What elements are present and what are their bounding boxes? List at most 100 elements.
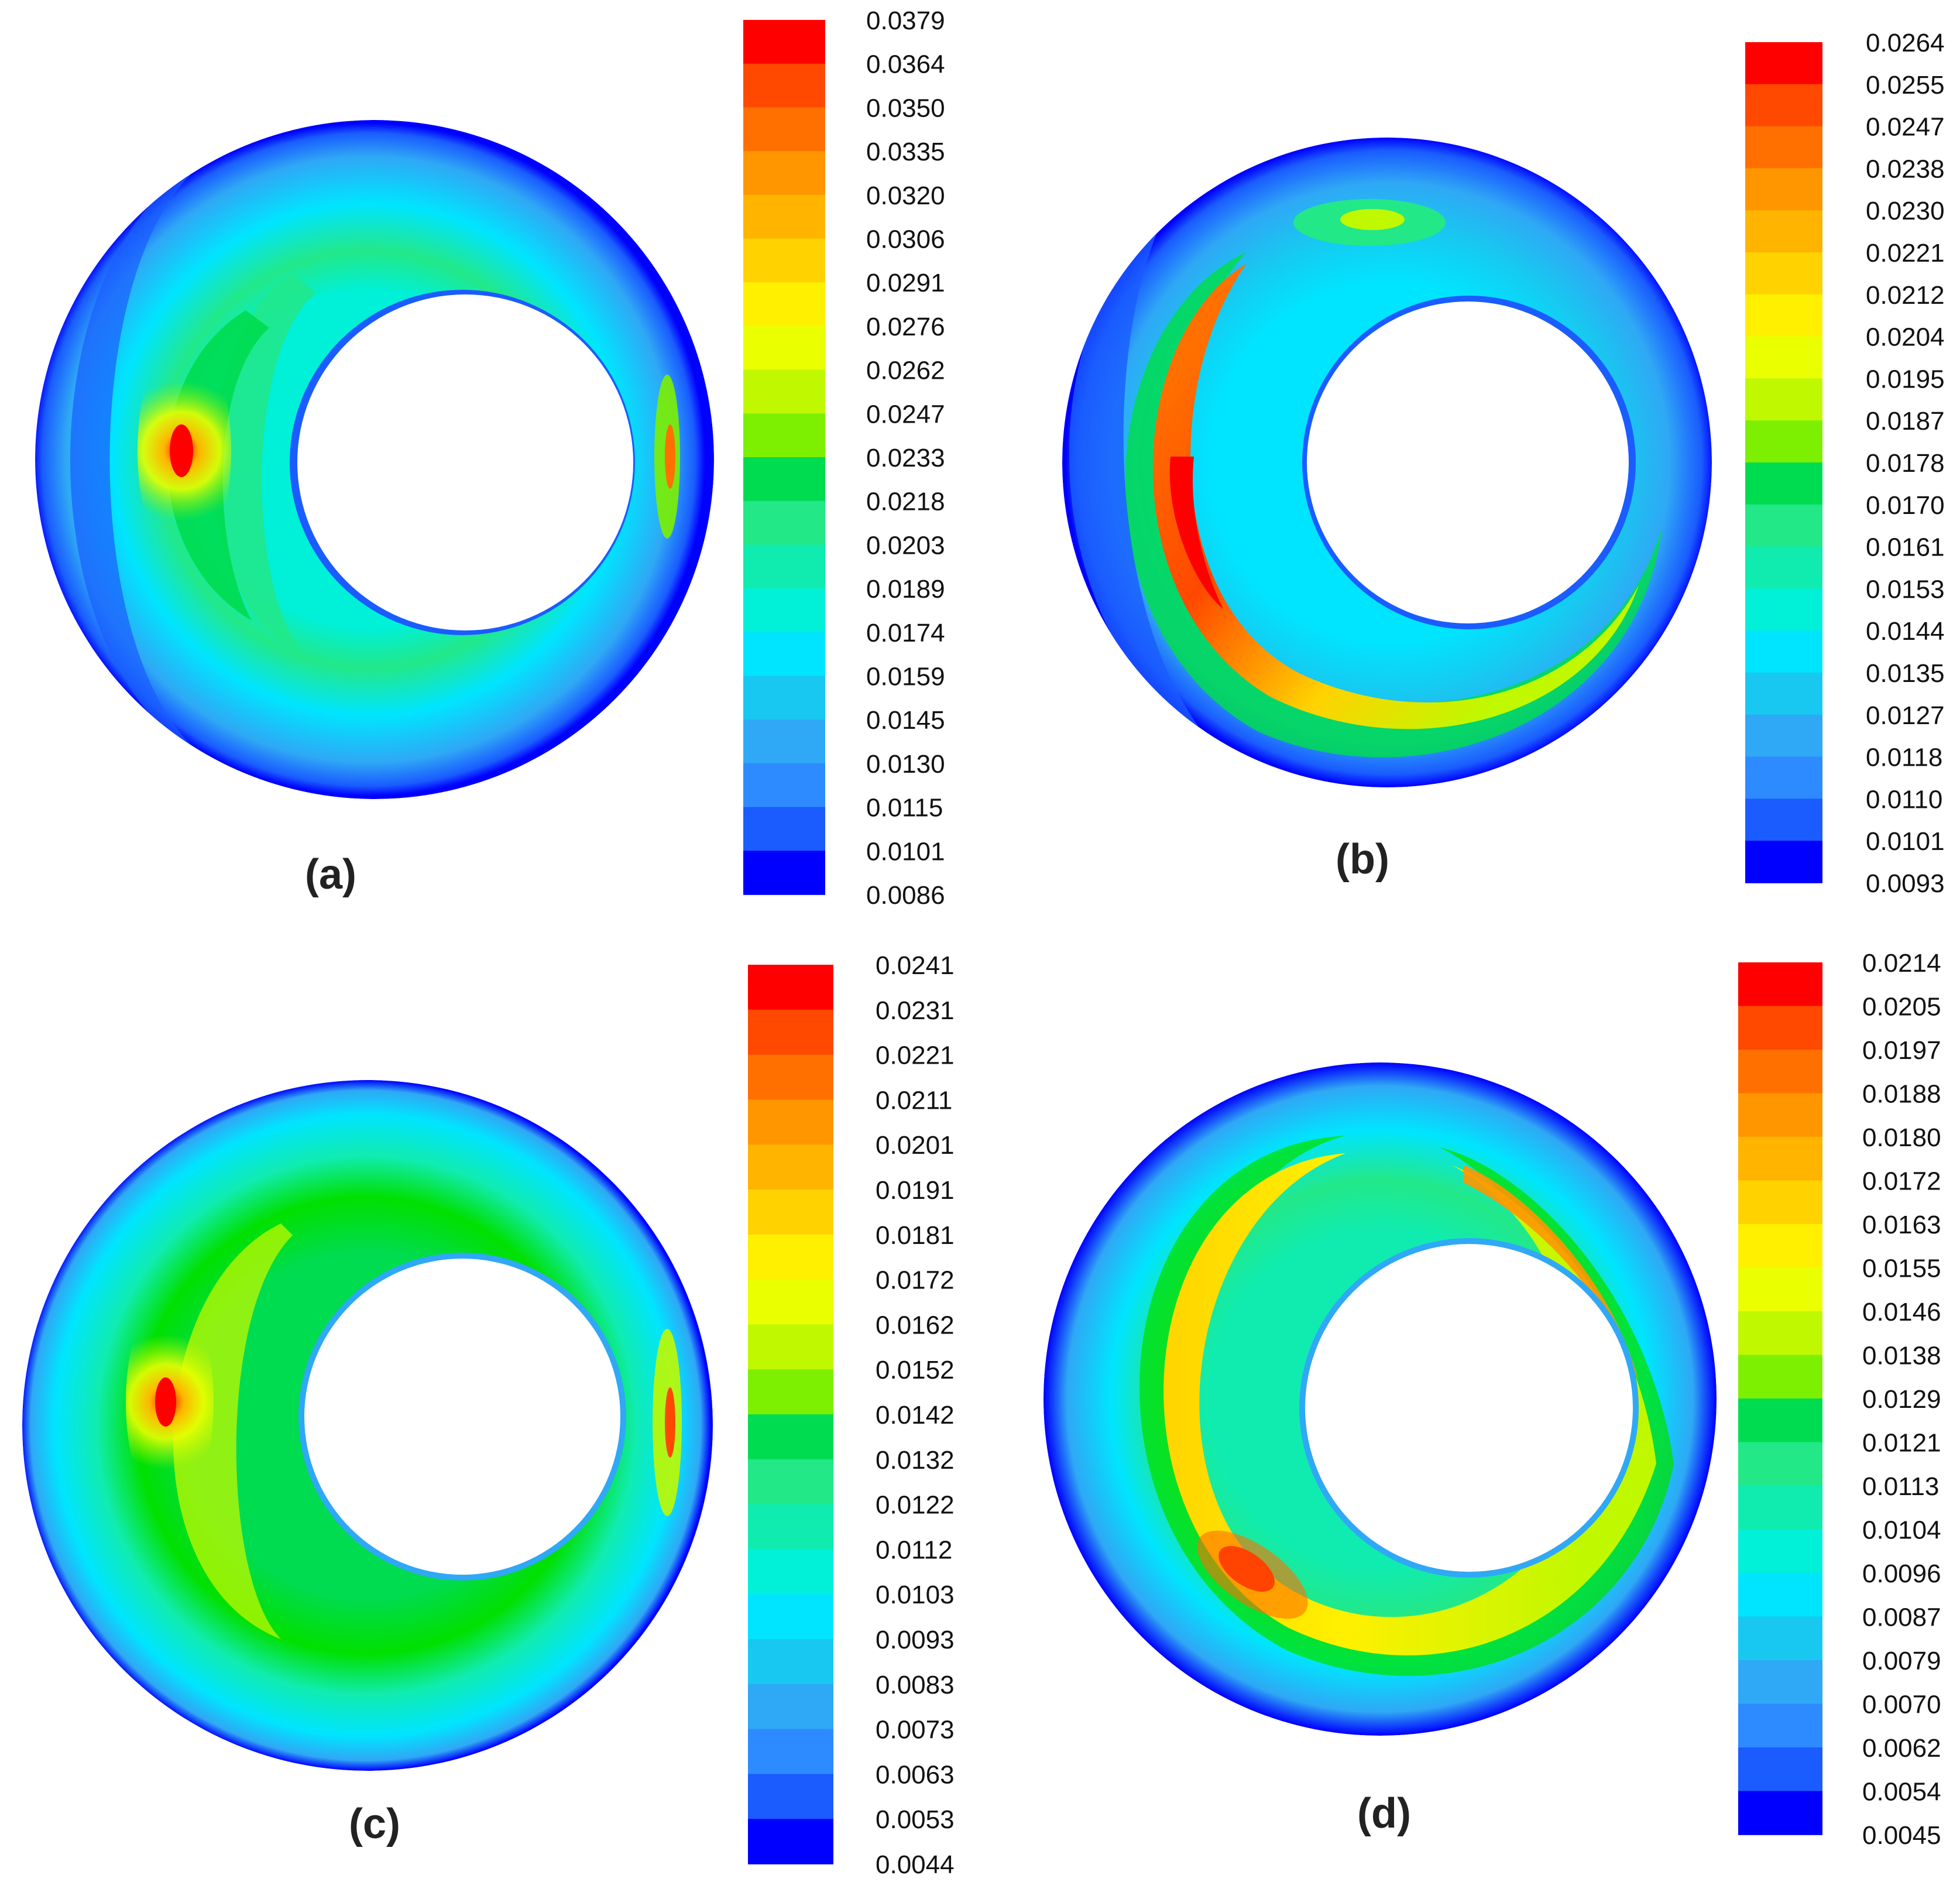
colorbar-tick-label: 0.0247 <box>866 400 945 429</box>
colorbar: 0.0241 0.0231 0.0221 0.0211 0.0201 0.0191 0.01… <box>748 951 955 1879</box>
colorbar-band <box>743 807 825 852</box>
colorbar-tick-label: 0.0205 <box>1862 993 1941 1022</box>
colorbar: 0.0264 0.0255 0.0247 0.0238 0.0230 0.0221 0.02… <box>1745 29 1945 898</box>
colorbar-tick-label: 0.0044 <box>876 1850 955 1879</box>
colorbar-band <box>1745 673 1822 715</box>
inner-hole <box>304 1259 620 1575</box>
colorbar-band <box>748 1009 833 1055</box>
colorbar-tick-label: 0.0127 <box>1866 701 1945 730</box>
colorbar-tick-label: 0.0172 <box>876 1266 955 1295</box>
colorbar-band <box>743 151 825 196</box>
colorbar-tick-label: 0.0163 <box>1862 1211 1941 1239</box>
colorbar-tick-label: 0.0104 <box>1862 1516 1941 1545</box>
colorbar-tick-label: 0.0233 <box>866 444 945 472</box>
colorbar-tick-label: 0.0335 <box>866 138 945 166</box>
colorbar-band <box>1745 714 1822 757</box>
colorbar-band <box>1738 1267 1822 1312</box>
colorbar-band <box>748 1144 833 1190</box>
colorbar: 0.0214 0.0205 0.0197 0.0188 0.0180 0.0172 0.01… <box>1738 949 1941 1850</box>
colorbar-band <box>1745 798 1822 841</box>
colorbar-band <box>748 1729 833 1775</box>
colorbar-band <box>743 501 825 546</box>
inner-hole <box>297 294 633 630</box>
colorbar-band <box>743 676 825 720</box>
colorbar-tick-label: 0.0093 <box>1866 869 1945 898</box>
colorbar-band <box>743 457 825 502</box>
colorbar-band <box>743 632 825 677</box>
colorbar-tick-label: 0.0197 <box>1862 1036 1941 1065</box>
colorbar-band <box>748 1414 833 1460</box>
colorbar-band <box>1745 588 1822 631</box>
panel-label: (a) <box>305 851 356 898</box>
colorbar-tick-label: 0.0083 <box>876 1671 955 1699</box>
colorbar-tick-label: 0.0087 <box>1862 1603 1941 1632</box>
colorbar-band <box>1738 1398 1822 1443</box>
colorbar-tick-label: 0.0138 <box>1862 1342 1941 1370</box>
colorbar-tick-label: 0.0142 <box>876 1401 955 1430</box>
colorbar-tick-label: 0.0103 <box>876 1581 955 1609</box>
colorbar-tick-label: 0.0230 <box>1866 197 1945 225</box>
colorbar-tick-label: 0.0153 <box>1866 575 1945 604</box>
colorbar: 0.0379 0.0364 0.0350 0.0335 0.0320 0.0306 0.02… <box>743 6 945 910</box>
colorbar-tick-label: 0.0063 <box>876 1760 955 1789</box>
colorbar-tick-label: 0.0073 <box>876 1716 955 1744</box>
colorbar-tick-label: 0.0203 <box>866 531 945 560</box>
colorbar-band <box>1745 378 1822 421</box>
colorbar-tick-label: 0.0162 <box>876 1311 955 1339</box>
colorbar-tick-label: 0.0118 <box>1866 743 1942 772</box>
colorbar-band <box>1745 504 1822 547</box>
colorbar-tick-label: 0.0218 <box>866 488 945 516</box>
colorbar-band <box>743 325 825 371</box>
colorbar-band <box>1745 126 1822 169</box>
colorbar-band <box>1745 294 1822 337</box>
colorbar-tick-label: 0.0221 <box>876 1041 955 1070</box>
colorbar-tick-label: 0.0122 <box>876 1491 955 1520</box>
colorbar-tick-label: 0.0187 <box>1866 407 1945 436</box>
inner-hole <box>1305 1244 1633 1572</box>
colorbar-band <box>748 1549 833 1595</box>
colorbar-tick-label: 0.0053 <box>876 1805 955 1834</box>
colorbar-band <box>743 763 825 808</box>
colorbar-band <box>748 1369 833 1415</box>
colorbar-band <box>1738 1442 1822 1486</box>
colorbar-band <box>743 413 825 458</box>
colorbar-tick-label: 0.0086 <box>866 881 945 910</box>
colorbar-band <box>748 1639 833 1685</box>
colorbar-tick-label: 0.0238 <box>1866 155 1945 183</box>
colorbar-band <box>1738 1180 1822 1225</box>
colorbar-band <box>748 1504 833 1550</box>
colorbar-band <box>1738 1573 1822 1617</box>
colorbar-band <box>743 282 825 327</box>
colorbar-band <box>748 1054 833 1101</box>
colorbar-tick-label: 0.0070 <box>1862 1691 1941 1719</box>
colorbar-band <box>1738 1311 1822 1356</box>
colorbar-band <box>1745 756 1822 800</box>
colorbar-band <box>1738 1616 1822 1661</box>
colorbar-tick-label: 0.0170 <box>1866 491 1945 520</box>
colorbar-tick-label: 0.0188 <box>1862 1080 1941 1109</box>
colorbar-band <box>1745 42 1822 85</box>
colorbar-band <box>748 1324 833 1370</box>
colorbar-tick-label: 0.0159 <box>866 663 945 691</box>
colorbar-tick-label: 0.0291 <box>866 269 945 297</box>
colorbar-band <box>743 20 825 64</box>
colorbar-tick-label: 0.0211 <box>876 1086 952 1115</box>
colorbar-band <box>1738 1486 1822 1530</box>
colorbar-tick-label: 0.0129 <box>1862 1385 1941 1414</box>
colorbar-tick-label: 0.0191 <box>876 1176 955 1205</box>
colorbar-band <box>1738 1093 1822 1137</box>
colorbar-tick-label: 0.0247 <box>1866 113 1945 142</box>
colorbar-band <box>1738 1224 1822 1269</box>
colorbar-band <box>1745 630 1822 673</box>
colorbar-tick-label: 0.0180 <box>1862 1123 1941 1152</box>
colorbar-tick-label: 0.0264 <box>1866 29 1945 57</box>
colorbar-band <box>748 965 833 1010</box>
colorbar-tick-label: 0.0231 <box>876 996 955 1025</box>
colorbar-tick-label: 0.0145 <box>866 706 945 735</box>
colorbar-band <box>1738 1006 1822 1050</box>
colorbar-tick-label: 0.0045 <box>1862 1821 1941 1850</box>
colorbar-band <box>748 1774 833 1819</box>
colorbar-tick-label: 0.0110 <box>1866 785 1942 814</box>
colorbar-tick-label: 0.0130 <box>866 750 945 779</box>
colorbar-tick-label: 0.0306 <box>866 225 945 254</box>
